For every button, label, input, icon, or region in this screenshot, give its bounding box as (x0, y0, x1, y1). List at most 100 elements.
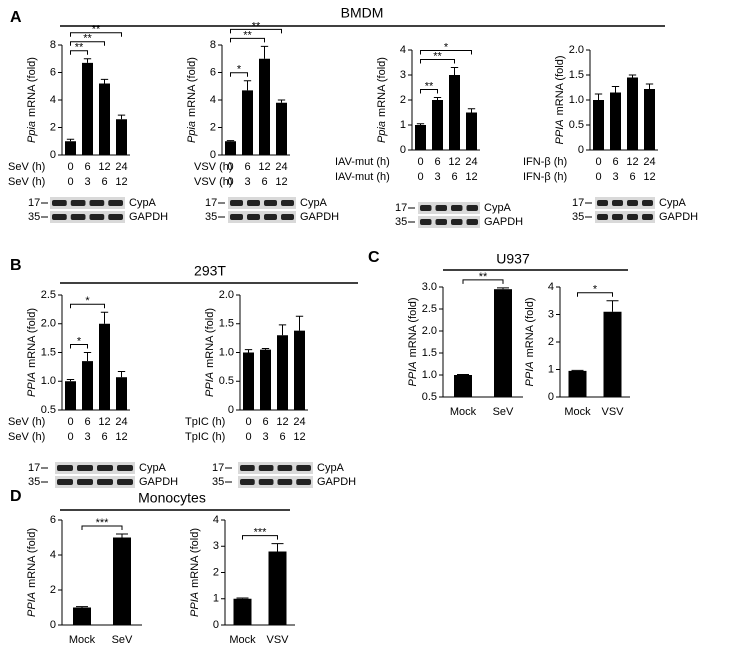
row-label: TpIC (h) (185, 416, 225, 428)
x-tick-label: 12 (276, 416, 288, 428)
row-label: SeV (h) (8, 416, 45, 428)
blot-band (70, 214, 86, 220)
blot-band (230, 214, 243, 220)
sig-bracket (230, 28, 282, 34)
x-tick-label: 6 (612, 156, 618, 168)
sig-label: *** (254, 527, 268, 539)
x-tick-label: 12 (98, 161, 110, 173)
y-label-gene: PPIA (554, 119, 566, 144)
bar (593, 100, 604, 150)
mw-marker: 17 (28, 197, 40, 209)
sig-bracket (420, 89, 438, 94)
blot-band (277, 479, 293, 485)
panel-title: BMDM (341, 5, 384, 21)
x-tick-label-2: 12 (115, 431, 127, 443)
blot-band (296, 465, 311, 471)
y-tick-label: 2.0 (219, 289, 234, 301)
blot-band (57, 479, 73, 485)
error-bar (295, 315, 304, 331)
blot-band (247, 200, 260, 206)
y-label-gene: Ppia (376, 121, 388, 143)
panel-title: U937 (496, 251, 530, 267)
blot-band (466, 219, 478, 225)
y-tick-label: 3 (213, 540, 219, 552)
y-tick-label: 0 (210, 149, 216, 161)
error-bar (226, 140, 235, 142)
blot-strip (595, 197, 655, 209)
y-tick-label: 6 (50, 66, 56, 78)
x-tick-label-2: 0 (67, 176, 73, 188)
blot-band (97, 465, 113, 471)
error-bar (594, 93, 603, 100)
y-tick-label: 0 (578, 144, 584, 156)
bar (277, 335, 288, 410)
sig-bracket (70, 32, 122, 37)
x-tick-label: 6 (244, 161, 250, 173)
row-label: SeV (h) (8, 431, 45, 443)
y-tick-label: 2.0 (41, 318, 56, 330)
bar (449, 75, 460, 150)
error-bar (416, 123, 425, 125)
blot-band (451, 205, 463, 211)
y-axis-label: Ppia mRNA (fold) (186, 57, 198, 143)
x-tick-label-2: 6 (101, 176, 107, 188)
mw-marker: 17 (28, 462, 40, 474)
bar (99, 83, 110, 155)
y-tick-label: 2.5 (41, 289, 56, 301)
error-bar (628, 74, 637, 78)
sig-label: ** (92, 24, 101, 36)
y-label-text: mRNA (fold) (376, 57, 388, 117)
blot-band (281, 200, 294, 206)
mw-marker: 35 (572, 211, 584, 223)
x-tick-label: Mock (564, 406, 591, 418)
y-label-gene: PPIA (189, 592, 201, 617)
sig-bracket (462, 279, 504, 284)
x-tick-label: Mock (229, 634, 256, 646)
error-bar (83, 352, 92, 362)
blot-band (258, 465, 274, 471)
bar (603, 311, 622, 397)
blot-band (277, 465, 293, 471)
y-tick-label: 0 (50, 149, 56, 161)
x-tick-label: 24 (275, 161, 287, 173)
bar (82, 361, 93, 410)
bar (73, 607, 91, 625)
row-label: VSV (h) (194, 161, 233, 173)
sig-label: ** (433, 50, 442, 62)
y-tick-label: 4 (50, 94, 56, 106)
x-tick-label-2: 3 (244, 176, 250, 188)
x-tick-label: VSV (601, 406, 624, 418)
blot-band (52, 214, 67, 220)
x-tick-label-2: 6 (451, 171, 457, 183)
error-bar (243, 80, 252, 91)
blot-band (240, 465, 255, 471)
y-axis-label: PPIA mRNA (fold) (407, 298, 419, 387)
bar (294, 330, 305, 410)
y-label-text: mRNA (fold) (26, 57, 38, 117)
blot-strip (50, 211, 125, 223)
y-axis-label: PPIA mRNA (fold) (204, 308, 216, 397)
x-tick-label: Mock (450, 406, 477, 418)
y-tick-label: 1 (400, 119, 406, 131)
error-bar (467, 108, 476, 113)
bar (225, 141, 236, 155)
blot-strip (228, 197, 296, 209)
y-tick-label: 1.0 (219, 346, 234, 358)
sig-label: *** (96, 517, 110, 529)
row-label: IFN-β (h) (523, 156, 567, 168)
y-label-text: mRNA (fold) (524, 298, 536, 358)
y-label-text: mRNA (fold) (554, 56, 566, 116)
sig-bracket (70, 50, 88, 55)
y-label-text: mRNA (fold) (407, 298, 419, 358)
panel-letter: C (368, 249, 380, 266)
blot-band (258, 479, 274, 485)
bar (494, 289, 512, 397)
mw-marker: 17 (572, 197, 584, 209)
sig-bracket (70, 344, 88, 349)
error-bar (236, 597, 249, 599)
bar (233, 598, 252, 625)
x-tick-label-2: 12 (465, 171, 477, 183)
error-bar (271, 543, 284, 552)
error-bar (100, 311, 109, 324)
y-label-text: mRNA (fold) (26, 308, 38, 368)
